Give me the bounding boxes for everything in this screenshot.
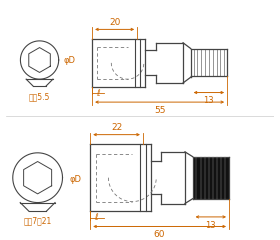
Text: ℓ: ℓ [96, 89, 100, 98]
Bar [193, 157, 229, 199]
Text: 13: 13 [204, 96, 214, 105]
Text: 60: 60 [154, 230, 165, 239]
Text: 22: 22 [111, 123, 122, 132]
Text: ℓ: ℓ [94, 213, 98, 222]
Text: 55: 55 [154, 106, 165, 115]
Text: 20: 20 [109, 18, 120, 27]
Text: 対辺7～21: 対辺7～21 [24, 216, 52, 225]
Text: 13: 13 [206, 221, 216, 230]
Text: φD: φD [64, 55, 76, 65]
Text: φD: φD [69, 175, 81, 184]
Text: 対辺5.5: 対辺5.5 [29, 93, 50, 102]
